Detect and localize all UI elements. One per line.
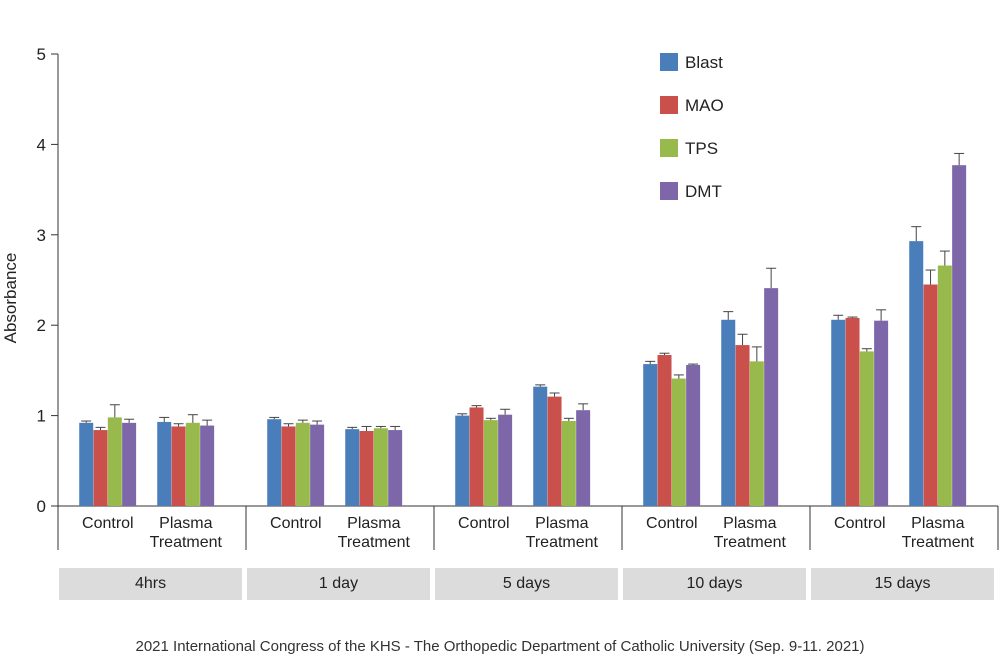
- x-category-label: Plasma: [911, 515, 964, 532]
- bar-tps: [185, 422, 200, 506]
- bar-mao: [93, 430, 108, 506]
- bar-blast: [831, 319, 846, 506]
- legend-swatch-dmt: [660, 182, 678, 200]
- legend-swatch-blast: [660, 53, 678, 71]
- x-category-label: Control: [646, 515, 698, 532]
- bar-dmt: [310, 424, 325, 506]
- bar-dmt: [764, 288, 779, 506]
- bar-tps: [107, 417, 122, 506]
- bar-tps: [373, 428, 388, 506]
- bar-blast: [533, 386, 548, 506]
- x-category-label: Plasma: [347, 515, 400, 532]
- bar-blast: [455, 415, 470, 506]
- bar-tps: [859, 351, 874, 506]
- bar-blast: [721, 319, 736, 506]
- y-tick-label: 2: [37, 316, 46, 335]
- bar-mao: [845, 317, 860, 506]
- group-label: 5 days: [435, 568, 618, 600]
- bar-mao: [657, 355, 672, 506]
- x-category-label: Treatment: [150, 534, 223, 551]
- bar-dmt: [576, 410, 591, 506]
- legend-label-tps: TPS: [685, 139, 718, 158]
- x-category-label: Control: [82, 515, 134, 532]
- bars-layer: [79, 152, 967, 507]
- bar-mao: [469, 407, 484, 506]
- x-category-label: Control: [458, 515, 510, 532]
- x-category-label: Plasma: [723, 515, 776, 532]
- bar-blast: [79, 422, 94, 506]
- bar-blast: [909, 241, 924, 507]
- bar-blast: [157, 421, 172, 506]
- group-label: 1 day: [247, 568, 430, 600]
- legend-label-mao: MAO: [685, 96, 724, 115]
- bar-dmt: [388, 430, 403, 506]
- legend-swatch-tps: [660, 139, 678, 157]
- bar-tps: [749, 361, 764, 506]
- legend-swatch-mao: [660, 96, 678, 114]
- x-category-label: Plasma: [535, 515, 588, 532]
- bar-dmt: [200, 425, 215, 506]
- legend-label-blast: Blast: [685, 53, 723, 72]
- x-category-label: Treatment: [338, 534, 411, 551]
- bar-blast: [345, 429, 360, 506]
- bar-tps: [937, 265, 952, 506]
- bar-mao: [359, 430, 374, 506]
- y-axis-label: Absorbance: [1, 253, 20, 344]
- bar-dmt: [122, 422, 137, 506]
- bar-mao: [923, 284, 938, 506]
- x-category-label: Plasma: [159, 515, 212, 532]
- axes: 0 1 2 3 4 5 Control Plasma Treatment Control Plasm…: [37, 45, 999, 551]
- group-label: 10 days: [623, 568, 806, 600]
- x-category-label: Control: [270, 515, 322, 532]
- y-tick-label: 5: [37, 45, 46, 64]
- bar-mao: [735, 345, 750, 506]
- group-label: 4hrs: [59, 568, 242, 600]
- x-category-label: Treatment: [526, 534, 599, 551]
- bar-dmt: [498, 414, 513, 506]
- x-category-label: Control: [834, 515, 886, 532]
- y-tick-label: 4: [37, 135, 46, 154]
- footer-caption: 2021 International Congress of the KHS -…: [135, 638, 865, 655]
- y-tick-label: 3: [37, 226, 46, 245]
- y-tick-label: 1: [37, 407, 46, 426]
- legend-label-dmt: DMT: [685, 182, 722, 201]
- bar-tps: [561, 421, 576, 506]
- y-tick-label: 0: [37, 497, 46, 516]
- x-category-label: Treatment: [902, 534, 975, 551]
- bar-dmt: [686, 364, 701, 506]
- legend: Blast MAO TPS DMT: [660, 53, 724, 201]
- bar-tps: [295, 422, 310, 506]
- bar-dmt: [874, 320, 889, 506]
- bar-dmt: [952, 165, 967, 506]
- group-label: 15 days: [811, 568, 994, 600]
- bar-tps: [671, 378, 686, 506]
- bar-mao: [547, 396, 562, 506]
- bar-blast: [643, 364, 658, 506]
- bar-tps: [483, 420, 498, 506]
- bar-mao: [281, 426, 296, 506]
- bar-blast: [267, 419, 282, 506]
- bar-mao: [171, 426, 186, 506]
- x-category-label: Treatment: [714, 534, 787, 551]
